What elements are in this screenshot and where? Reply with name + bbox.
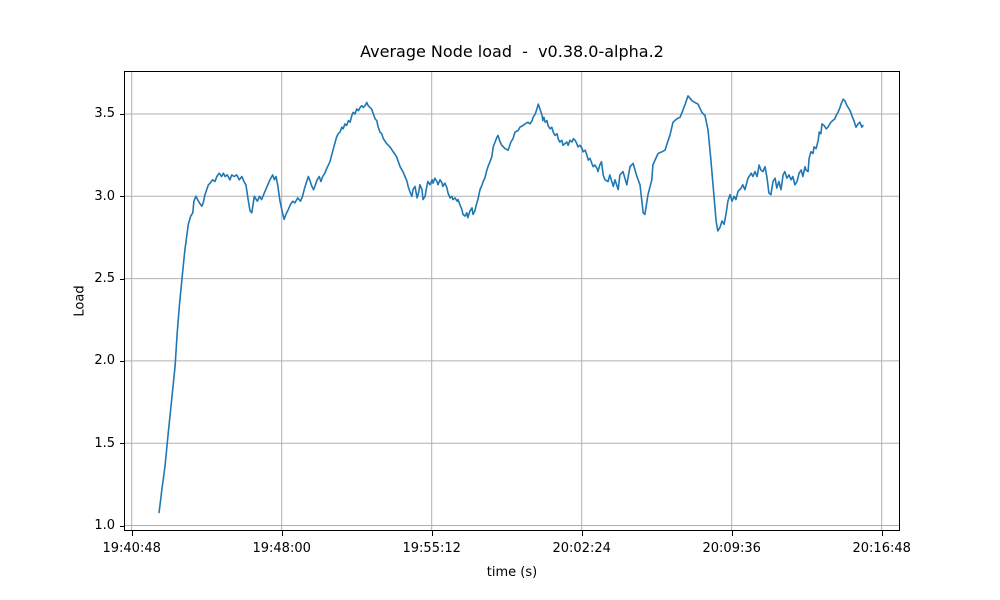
y-tick-mark bbox=[120, 113, 125, 115]
y-tick-label: 2.5 bbox=[94, 271, 115, 287]
x-tick-mark bbox=[731, 531, 733, 536]
x-tick-label: 19:40:48 bbox=[102, 541, 161, 556]
y-tick-mark bbox=[120, 443, 125, 445]
x-tick-label: 20:02:24 bbox=[552, 541, 611, 556]
x-tick-mark bbox=[131, 531, 133, 536]
y-tick-label: 2.0 bbox=[94, 353, 115, 369]
y-tick-mark bbox=[120, 278, 125, 280]
y-tick-label: 1.0 bbox=[94, 518, 115, 534]
load-series-line bbox=[158, 95, 864, 514]
x-tick-label: 19:48:00 bbox=[252, 541, 311, 556]
chart-canvas bbox=[125, 72, 899, 530]
x-tick-label: 19:55:12 bbox=[402, 541, 461, 556]
x-tick-label: 20:16:48 bbox=[852, 541, 911, 556]
x-tick-label: 20:09:36 bbox=[702, 541, 761, 556]
x-tick-mark bbox=[431, 531, 433, 536]
x-axis-label: time (s) bbox=[486, 565, 538, 580]
y-tick-label: 1.5 bbox=[94, 435, 115, 451]
chart-title: Average Node load - v0.38.0-alpha.2 bbox=[360, 42, 664, 61]
y-tick-mark bbox=[120, 196, 125, 198]
y-tick-label: 3.0 bbox=[94, 188, 115, 204]
y-axis-label: Load bbox=[72, 285, 88, 317]
plot-area bbox=[124, 71, 900, 531]
x-tick-mark bbox=[881, 531, 883, 536]
y-tick-mark bbox=[120, 360, 125, 362]
y-tick-mark bbox=[120, 525, 125, 527]
x-tick-mark bbox=[281, 531, 283, 536]
y-tick-label: 3.5 bbox=[94, 106, 115, 122]
x-tick-mark bbox=[581, 531, 583, 536]
